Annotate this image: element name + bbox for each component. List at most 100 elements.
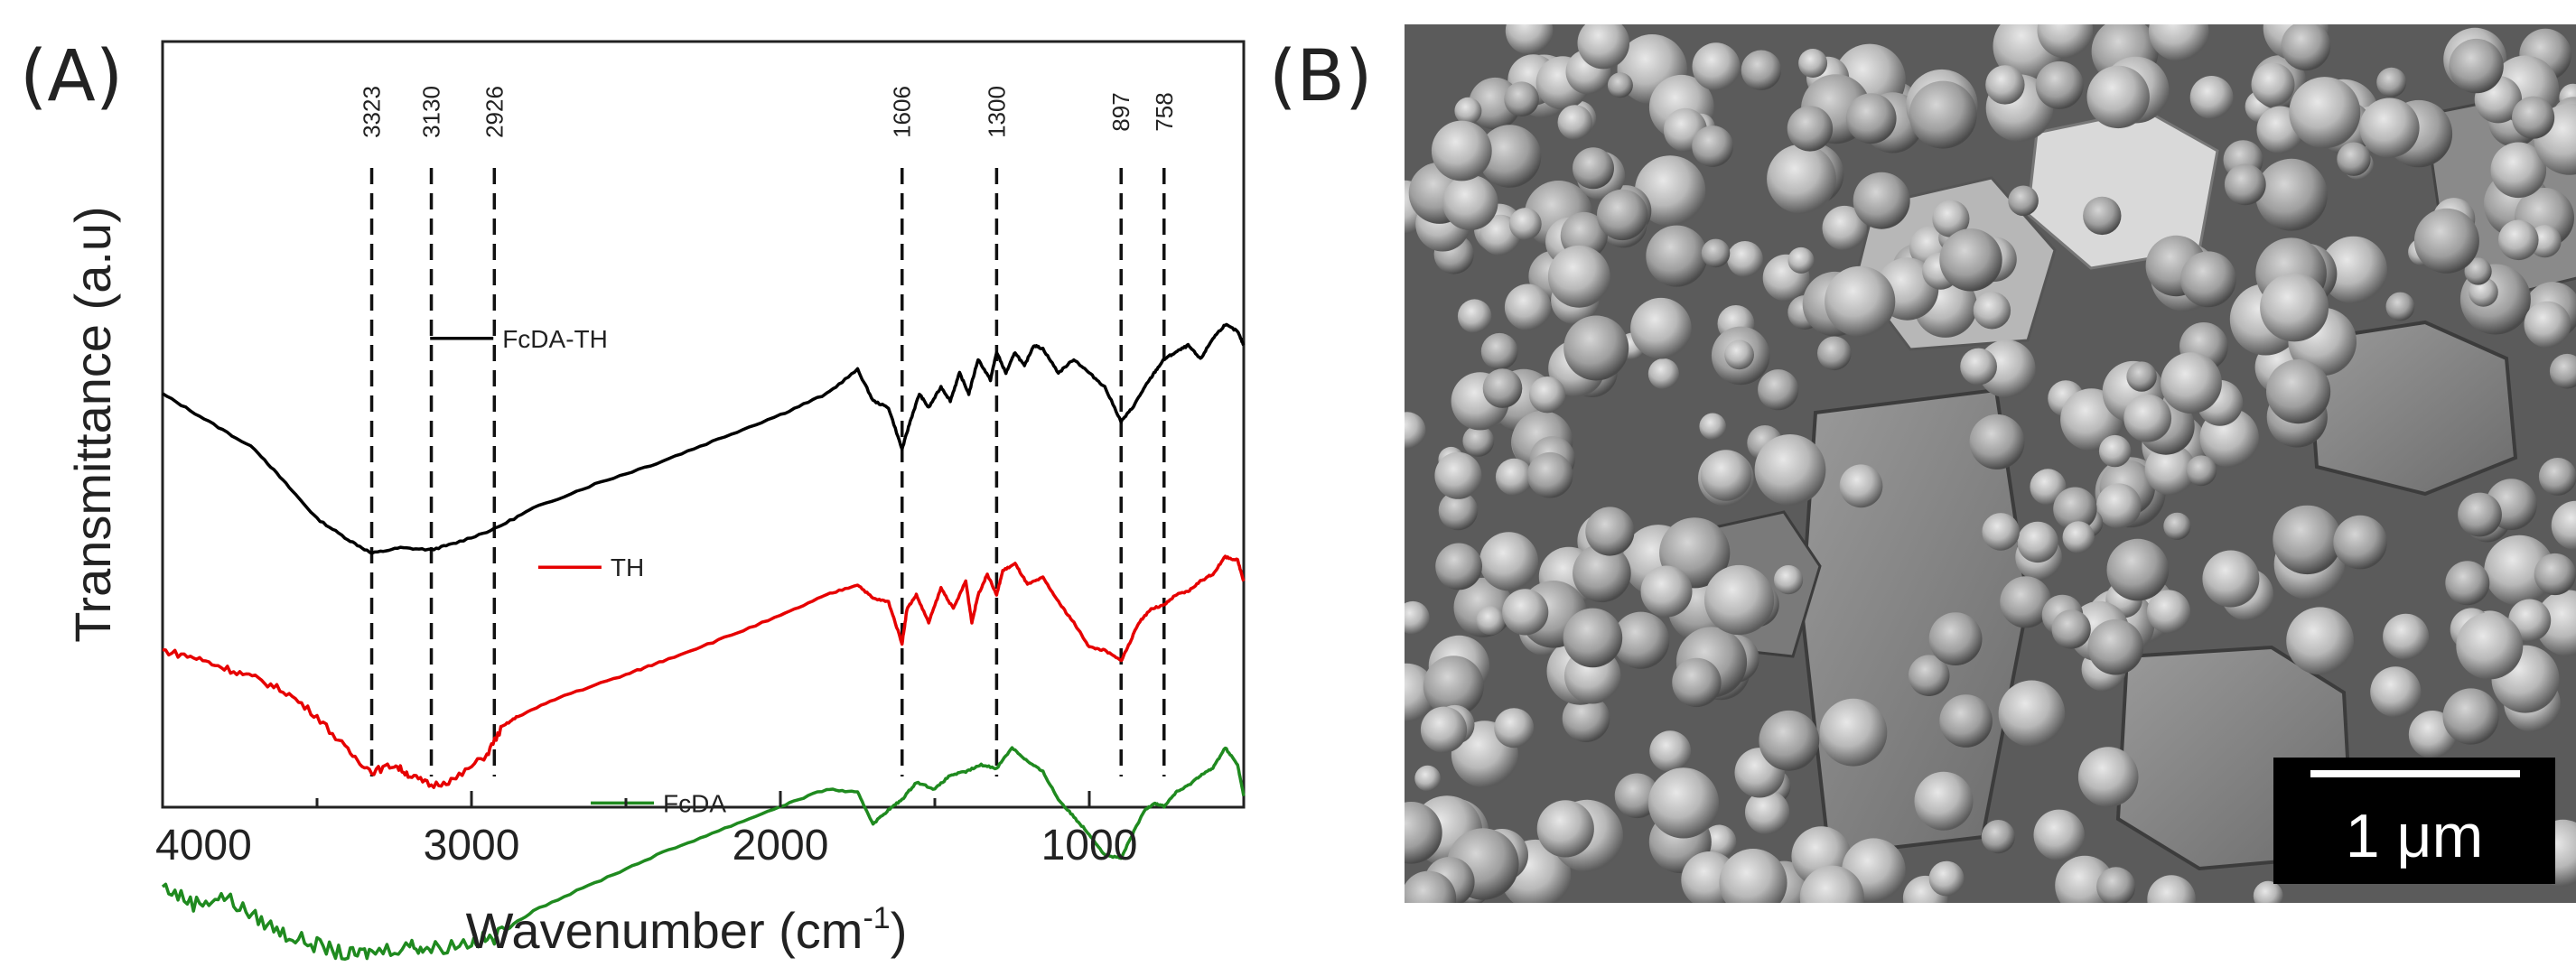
sem-particle bbox=[1928, 860, 1965, 897]
sem-particle bbox=[1982, 513, 2020, 551]
sem-particle bbox=[2333, 515, 2387, 570]
sem-particle bbox=[1798, 49, 1828, 78]
sem-particle bbox=[2123, 394, 2172, 442]
sem-particle bbox=[1839, 464, 1883, 508]
sem-particle bbox=[1787, 106, 1834, 152]
sem-particle bbox=[1969, 414, 2025, 470]
sem-particle bbox=[1908, 655, 1950, 696]
sem-particle bbox=[2484, 535, 2555, 606]
sem-particle bbox=[1562, 694, 1610, 742]
sem-particle bbox=[2017, 521, 2058, 563]
series-legend-label: FcDA-TH bbox=[502, 325, 608, 353]
sem-particle bbox=[2147, 590, 2190, 634]
sem-particle bbox=[1787, 246, 1815, 274]
sem-particle bbox=[2126, 361, 2157, 392]
sem-particle bbox=[2376, 67, 2407, 98]
sem-particle bbox=[2008, 185, 2039, 217]
reference-lines bbox=[369, 168, 1166, 776]
sem-particle bbox=[1960, 348, 1997, 386]
reference-line-label: 3130 bbox=[418, 86, 445, 138]
sem-particle bbox=[2490, 142, 2547, 199]
sem-particle bbox=[2370, 666, 2422, 718]
sem-particle bbox=[1414, 765, 1441, 792]
sem-particle bbox=[1647, 358, 1679, 390]
sem-micrograph: 1 μm bbox=[1405, 24, 2576, 903]
crystal-plate bbox=[2305, 320, 2518, 497]
sem-particle bbox=[1573, 147, 1614, 190]
sem-particle bbox=[2524, 301, 2571, 349]
sem-particle bbox=[1573, 544, 1631, 603]
sem-particle bbox=[1985, 65, 2025, 105]
series-line-th bbox=[162, 554, 1246, 789]
sem-particle bbox=[1754, 434, 1826, 506]
sem-particle bbox=[1909, 80, 1977, 149]
sem-particle bbox=[2251, 62, 2295, 107]
sem-particle bbox=[2456, 612, 2524, 680]
sem-particle bbox=[1423, 656, 1484, 717]
sem-particles bbox=[1405, 24, 2576, 903]
sem-particle bbox=[1547, 245, 1610, 308]
sem-particle bbox=[1480, 332, 1518, 370]
sem-particle bbox=[2000, 576, 2052, 628]
sem-particle bbox=[2189, 76, 2234, 119]
sem-particle bbox=[1482, 368, 1523, 408]
sem-particle bbox=[2033, 809, 2085, 860]
series-line-fcda-th bbox=[162, 322, 1246, 555]
x-axis-label-main: Wavenumber (cm bbox=[466, 902, 863, 959]
sem-particle bbox=[1442, 174, 1498, 231]
sem-particle bbox=[2442, 688, 2499, 745]
sem-particle bbox=[1612, 611, 1670, 669]
sem-particle bbox=[2148, 24, 2209, 61]
sem-particle bbox=[1981, 820, 2015, 854]
sem-particle bbox=[1502, 589, 1549, 636]
ftir-chart: 3323 3130 2926 1606 1300 897 758 FcDA-THTHFcDA… bbox=[64, 40, 1246, 962]
sem-particle bbox=[2062, 521, 2095, 553]
x-tick-label: 2000 bbox=[733, 822, 829, 869]
sem-particle bbox=[2098, 434, 2132, 468]
sem-particle bbox=[2161, 352, 2222, 414]
sem-particle bbox=[2255, 158, 2328, 231]
sem-particle bbox=[2498, 219, 2539, 261]
sem-particle bbox=[1759, 710, 1820, 771]
sem-particle bbox=[1536, 800, 1594, 858]
sem-particle bbox=[1614, 773, 1660, 819]
scale-bar-label: 1 μm bbox=[2346, 802, 2484, 870]
series-legend-label: TH bbox=[611, 553, 644, 581]
plot-frame bbox=[161, 40, 1246, 809]
sem-particle bbox=[2051, 609, 2091, 649]
sem-particle bbox=[1672, 657, 1722, 708]
sem-particle bbox=[1819, 698, 1888, 767]
sem-particle bbox=[1630, 297, 1692, 359]
sem-particle bbox=[2083, 196, 2122, 236]
sem-particle bbox=[1495, 458, 1533, 496]
sem-particle bbox=[1504, 81, 1539, 116]
sem-particle bbox=[2286, 607, 2354, 675]
sem-particle bbox=[2077, 747, 2139, 807]
sem-particle bbox=[1719, 849, 1787, 903]
sem-particle bbox=[1939, 228, 2002, 292]
sem-particle bbox=[1817, 336, 1852, 371]
sem-particle bbox=[1932, 200, 1970, 237]
sem-particle bbox=[1434, 451, 1482, 499]
sem-particle bbox=[1845, 93, 1897, 144]
sem-particle bbox=[2030, 469, 2067, 506]
reference-line-label: 897 bbox=[1107, 92, 1134, 131]
sem-particle bbox=[1405, 600, 1430, 635]
sem-particle bbox=[1454, 97, 1482, 125]
sem-particle bbox=[1462, 425, 1495, 457]
sem-particle bbox=[1457, 299, 1492, 333]
panel-b-label: (B) bbox=[1269, 36, 1373, 117]
sem-particle bbox=[1699, 413, 1726, 441]
sem-particle bbox=[1767, 144, 1836, 214]
sem-particle bbox=[2273, 505, 2342, 575]
sem-particle bbox=[1822, 205, 1867, 251]
sem-particle bbox=[2337, 142, 2371, 176]
sem-particle bbox=[1526, 451, 1573, 498]
scale-bar-background bbox=[2273, 758, 2555, 884]
sem-particle bbox=[1505, 24, 1554, 55]
sem-particle bbox=[2512, 96, 2555, 139]
series-labels: FcDA-TH TH FcDA bbox=[430, 325, 726, 817]
reference-line-label: 1300 bbox=[983, 86, 1010, 138]
sem-particle bbox=[2202, 550, 2260, 608]
x-axis-label: Wavenumber (cm-1) bbox=[466, 901, 908, 959]
